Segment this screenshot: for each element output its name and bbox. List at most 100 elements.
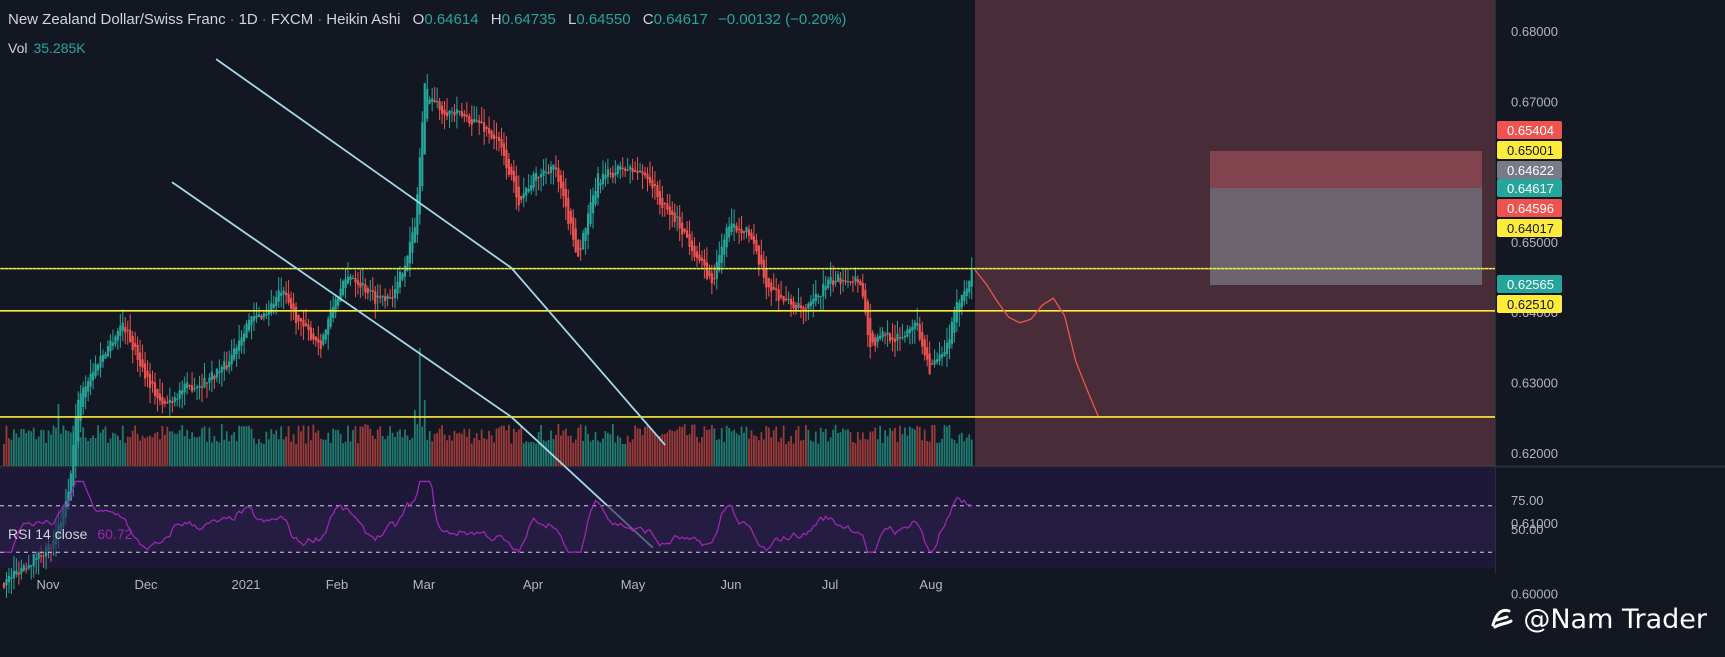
volume-bar <box>745 426 748 466</box>
candle-body <box>876 336 879 342</box>
candle-body <box>832 280 835 285</box>
candle-body <box>275 297 278 307</box>
candle-body <box>131 336 134 351</box>
volume-bar <box>218 442 221 466</box>
candle-body <box>195 386 199 389</box>
candle-body <box>579 248 582 250</box>
price-label-text: 0.64017 <box>1507 221 1554 236</box>
candle-body <box>418 157 421 215</box>
volume-bar <box>809 440 812 466</box>
candle-body <box>480 121 483 124</box>
candle-body <box>366 288 369 294</box>
candle-body <box>42 555 45 558</box>
volume-bar <box>770 437 773 466</box>
volume-bar <box>649 427 651 466</box>
candle-body <box>423 83 426 155</box>
candle-body <box>698 254 701 261</box>
volume-bar <box>369 428 372 466</box>
volume-bar <box>678 426 681 466</box>
candle-body <box>470 119 473 125</box>
projection-path[interactable] <box>974 269 1099 417</box>
candle-body <box>307 324 310 330</box>
candle-body <box>574 228 577 253</box>
candle-body <box>287 293 290 303</box>
volume-bar <box>567 436 570 466</box>
volume-bar <box>62 425 65 466</box>
candle-body <box>213 375 216 380</box>
volume-bar <box>102 429 104 466</box>
candle-body <box>891 337 894 340</box>
volume-bar <box>107 442 109 466</box>
volume-bar <box>238 425 241 466</box>
volume-bar <box>27 430 30 466</box>
candle-body <box>379 296 382 298</box>
volume-bar <box>295 443 297 466</box>
candle-body <box>807 303 810 309</box>
time-axis-tick: 2021 <box>232 577 261 592</box>
channel-lower-line[interactable] <box>171 181 654 549</box>
candle-body <box>688 234 691 247</box>
volume-bar <box>317 430 320 466</box>
volume-bar <box>740 426 743 466</box>
volume-bar <box>359 426 362 466</box>
candle-body <box>522 193 525 198</box>
candle-body <box>252 316 256 321</box>
candle-body <box>908 328 911 334</box>
volume-bar <box>611 424 614 466</box>
volume-bar <box>89 438 92 466</box>
volume-bar <box>904 427 906 466</box>
volume-bar <box>812 441 815 466</box>
volume-bar <box>616 435 619 466</box>
candle-body <box>913 322 916 329</box>
candle-body <box>72 444 75 487</box>
volume-bar <box>265 431 268 466</box>
volume-bar <box>644 426 646 466</box>
candle-body <box>547 172 550 174</box>
candle-body <box>294 306 298 324</box>
time-axis-tick: Dec <box>134 577 158 592</box>
volume-bar <box>10 439 13 466</box>
symbol-name[interactable]: New Zealand Dollar/Swiss Franc <box>8 11 226 28</box>
candle-body <box>822 283 825 297</box>
volume-bar <box>834 424 837 466</box>
volume-bar <box>866 439 869 466</box>
candle-body <box>188 385 191 387</box>
candle-body <box>450 111 454 113</box>
candle-body <box>641 171 644 175</box>
time-axis-tick: Mar <box>413 577 436 592</box>
interval[interactable]: 1D <box>238 11 258 28</box>
volume-bar <box>384 439 387 466</box>
volume-bar <box>891 430 894 466</box>
rsi-line[interactable] <box>4 480 972 554</box>
channel-upper-line[interactable] <box>215 58 666 446</box>
candle-body <box>953 311 956 333</box>
volume-bar <box>255 443 258 466</box>
volume-bar <box>352 430 354 466</box>
candle-body <box>616 165 619 174</box>
volume-bar <box>47 430 50 466</box>
candle-body <box>856 279 859 283</box>
candle-body <box>871 332 874 343</box>
candle-body <box>458 111 461 113</box>
volume-bar <box>646 424 649 466</box>
volume-bar <box>706 429 708 466</box>
candle-body <box>500 138 503 148</box>
candle-body <box>443 109 446 115</box>
volume-bar <box>453 430 456 466</box>
candle-body <box>814 293 817 302</box>
volume-bar <box>354 426 357 466</box>
volume-bar <box>248 425 250 466</box>
watermark-text: @Nam Trader <box>1523 604 1707 635</box>
volume-bar <box>728 427 731 466</box>
volume-bar <box>715 439 718 466</box>
candle-body <box>465 114 468 117</box>
volume-bar <box>97 425 99 466</box>
candle-body <box>745 226 748 232</box>
volume-bar <box>658 435 661 466</box>
volume-bar <box>144 438 146 466</box>
candle-body <box>955 302 958 323</box>
time-axis-tick: May <box>621 577 646 592</box>
candle-body <box>421 122 424 186</box>
candle-body <box>324 329 327 340</box>
